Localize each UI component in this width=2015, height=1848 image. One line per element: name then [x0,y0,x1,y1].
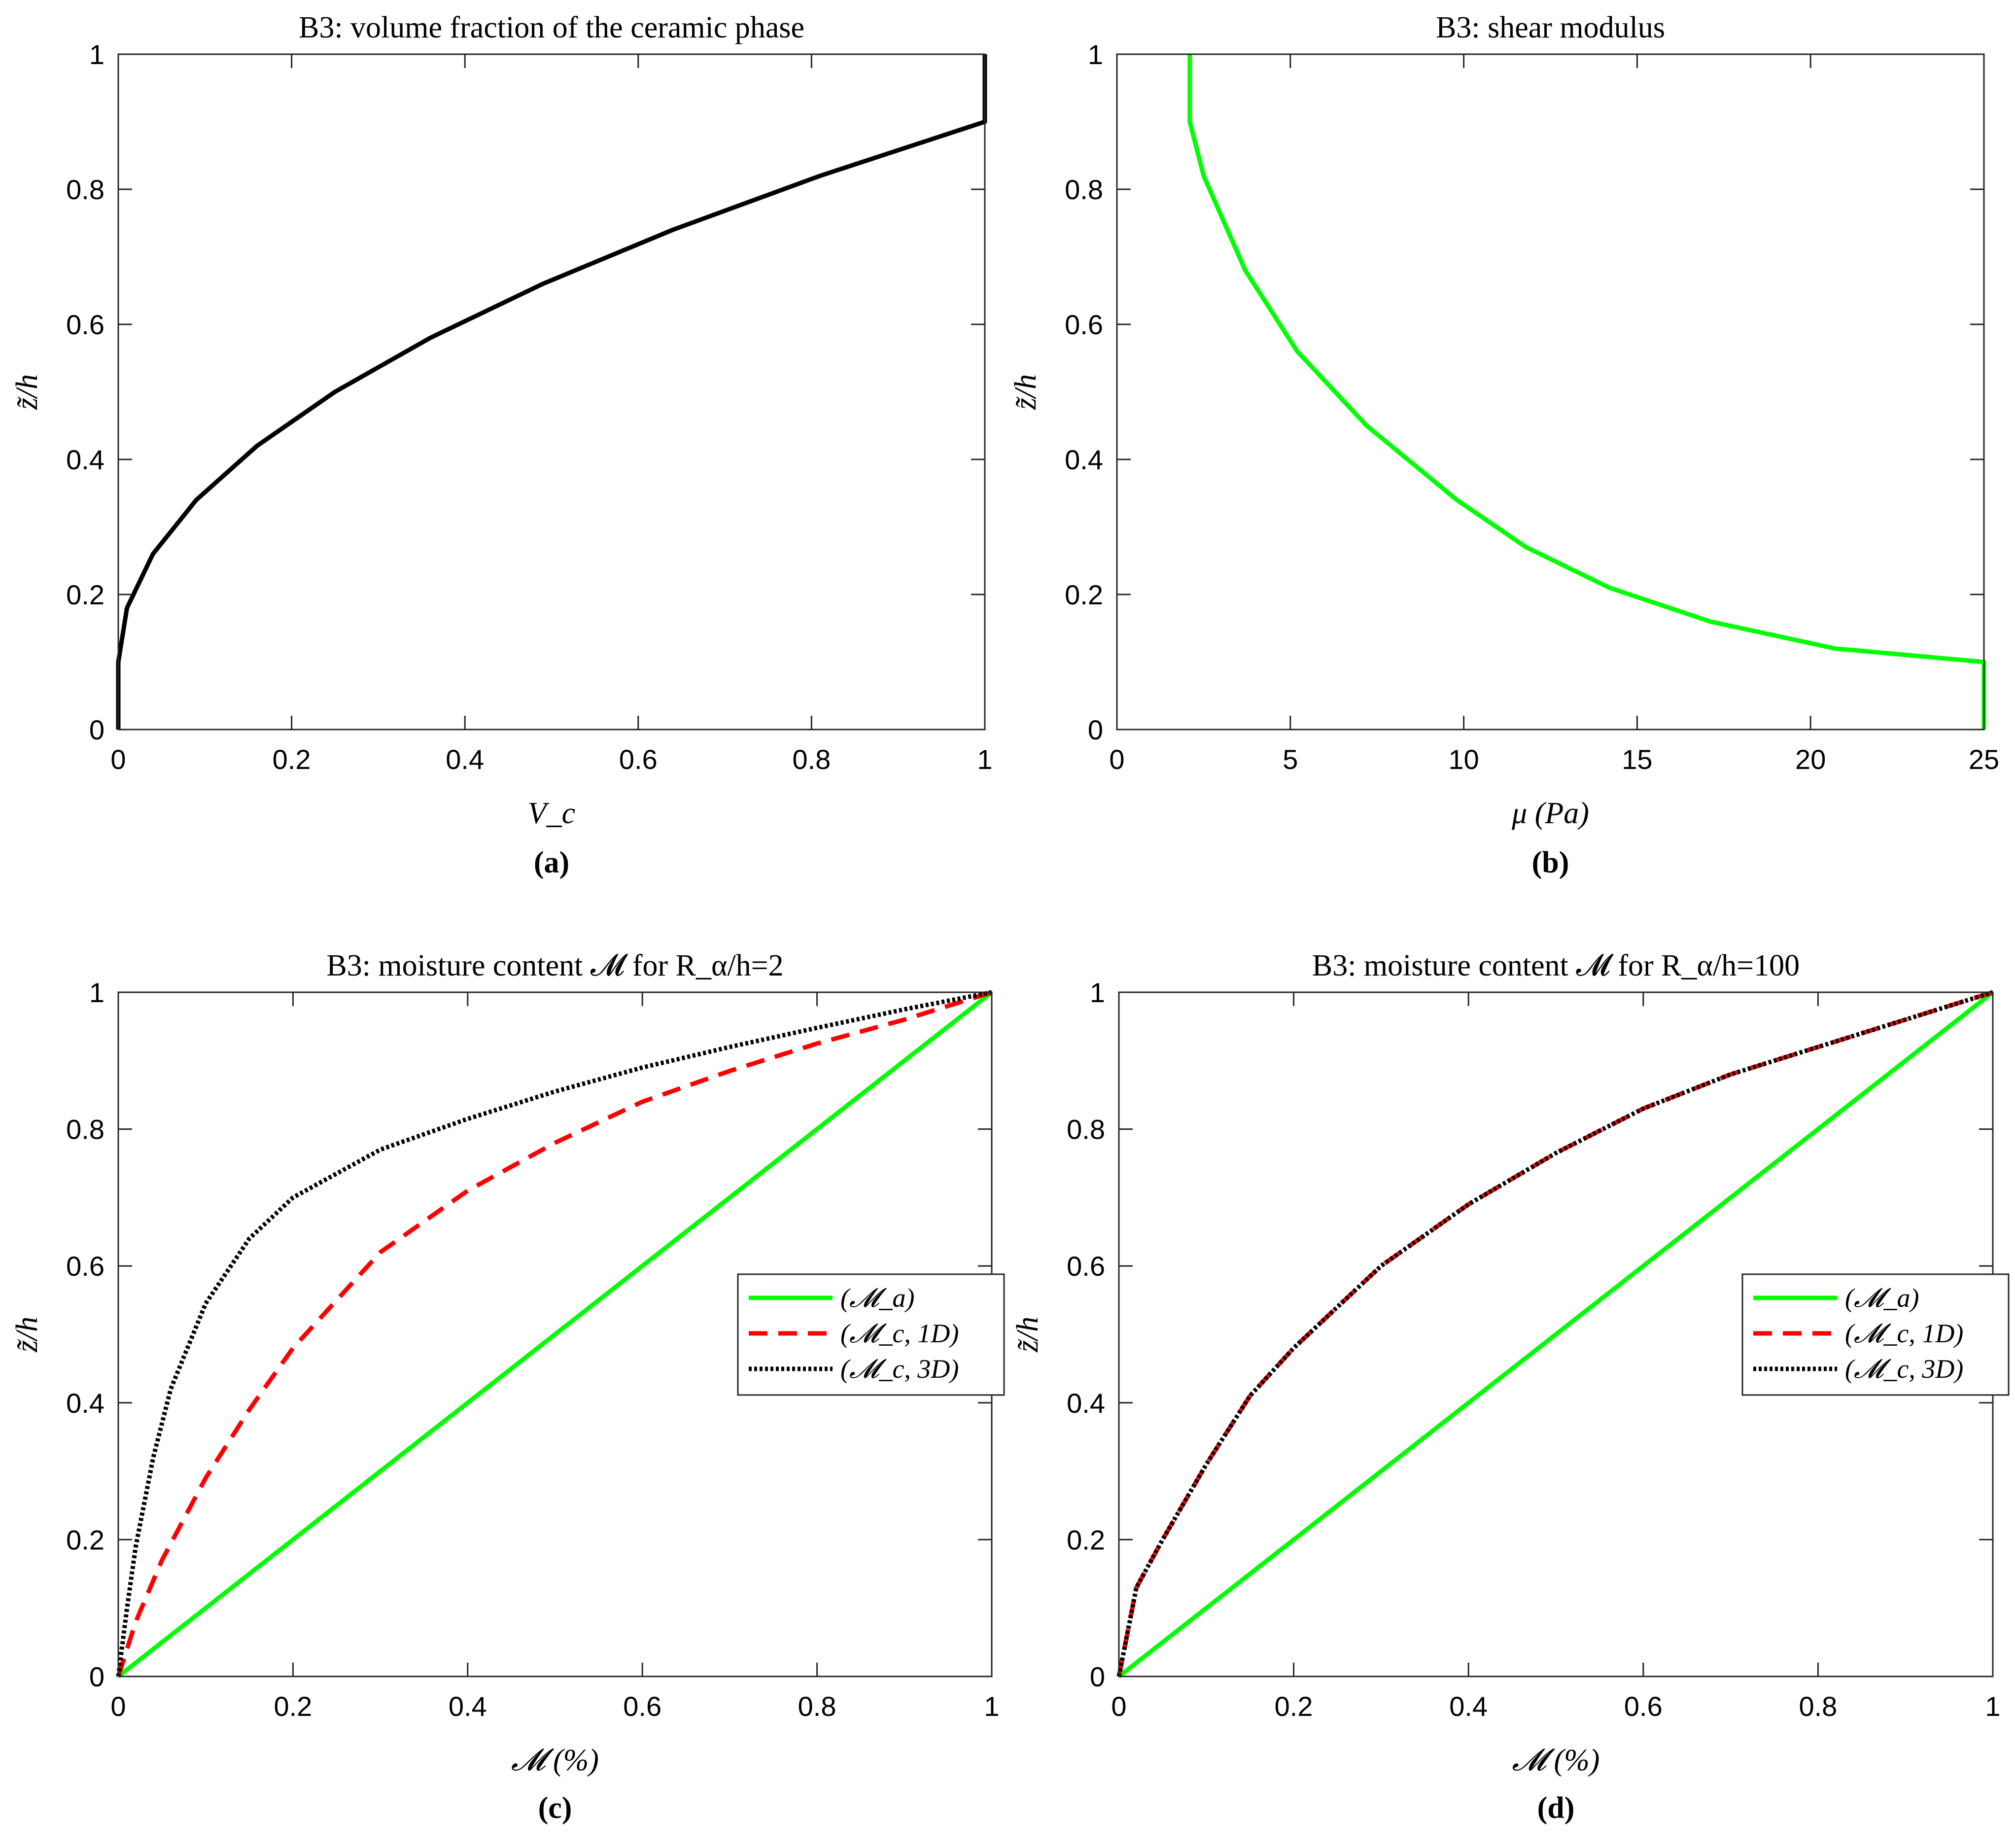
x-tick-label: 0.4 [446,744,484,775]
legend-label: (𝓜_c, 3D) [840,1354,959,1384]
chart-title: B3: moisture content 𝓜 for R_α/h=100 [1312,949,1800,982]
y-axis-label: z̃/h [10,1317,44,1353]
series-line-2 [116,990,992,1677]
chart-title: B3: volume fraction of the ceramic phase [299,11,804,44]
y-tick-label: 0.8 [1065,174,1103,205]
legend-label: (𝓜_c, 1D) [840,1319,959,1348]
y-tick-label: 1 [89,39,104,70]
legend: (𝓜_a) (𝓜_c, 1D) (𝓜_c, 3D) [737,1273,1005,1396]
x-tick-label: 0 [110,744,126,775]
y-tick-label: 0.6 [1065,309,1103,340]
y-tick-label: 0.8 [66,174,104,205]
y-tick-label: 0.6 [66,1251,104,1282]
y-tick-label: 0 [89,714,104,745]
chart-title: B3: shear modulus [1436,11,1665,44]
x-tick-label: 1 [984,1691,999,1722]
y-tick-label: 0 [1090,1661,1105,1692]
y-tick-label: 0.6 [1067,1251,1105,1282]
y-tick-label: 0.8 [1067,1114,1105,1145]
series-line-0 [116,54,987,730]
y-tick-label: 0.2 [66,579,104,610]
x-tick-label: 0 [1109,744,1124,775]
x-tick-label: 0.6 [1624,1691,1663,1722]
panel-caption: (d) [1537,1791,1575,1825]
panel-c: 0 0.2 0.4 0.6 0.8 1 0 0.2 0.4 0.6 0.8 1 B3: moisture… [10,949,1005,1825]
legend-label: (𝓜_a) [1845,1283,1919,1313]
x-tick-label: 20 [1795,744,1826,775]
axes-box [117,53,986,731]
x-tick-label: 5 [1283,744,1298,775]
y-tick-label: 0.2 [66,1524,104,1555]
y-tick-label: 0 [1088,714,1103,745]
series-line-0 [1117,990,1994,1678]
y-axis-label: z̃/h [1011,1317,1044,1353]
x-tick-label: 0 [110,1691,126,1722]
x-tick-label: 1 [1985,1691,2000,1722]
y-tick-label: 0.2 [1065,579,1103,610]
panel-d: 0 0.2 0.4 0.6 0.8 1 0 0.2 0.4 0.6 0.8 1 B3: moisture… [1011,949,2010,1825]
y-tick-label: 1 [1090,977,1105,1008]
chart-title: B3: moisture content 𝓜 for R_α/h=2 [326,949,783,982]
panel-caption: (c) [538,1791,572,1825]
panel-b: 0 5 10 15 20 25 0 0.2 0.4 0.6 0.8 1 B3: shear modulu… [1009,11,1999,879]
x-tick-label: 0.2 [1275,1691,1313,1722]
y-tick-label: 0.4 [66,444,104,475]
y-tick-label: 0.2 [1067,1524,1105,1555]
y-tick-label: 0.4 [66,1388,104,1419]
x-axis-label: 𝓜 (%) [511,1743,599,1777]
x-tick-label: 0.8 [792,744,831,775]
x-tick-label: 0.2 [273,744,311,775]
legend-label: (𝓜_a) [840,1283,914,1313]
legend: (𝓜_a) (𝓜_c, 1D) (𝓜_c, 3D) [1741,1273,2010,1396]
axes-box [1116,53,1985,731]
x-tick-label: 15 [1622,744,1652,775]
panel-a: 0 0.2 0.4 0.6 0.8 1 0 0.2 0.4 0.6 0.8 1 B3: volume f… [10,11,993,879]
x-tick-label: 25 [1969,744,1999,775]
y-tick-label: 0.4 [1067,1388,1105,1419]
y-tick-label: 0.8 [66,1114,104,1145]
panel-caption: (a) [534,846,569,879]
y-tick-label: 1 [1088,39,1103,70]
y-tick-label: 0 [89,1661,104,1692]
x-axis-label: V_c [528,797,575,830]
x-tick-label: 0.4 [1449,1691,1488,1722]
y-axis-label: z̃/h [1009,374,1042,410]
panel-caption: (b) [1532,846,1569,879]
series-line-0 [1187,54,1986,730]
x-axis-label: μ (Pa) [1511,797,1589,830]
series-line-2 [1116,990,1994,1677]
series-line-0 [117,990,993,1678]
x-tick-label: 0.6 [619,744,658,775]
x-tick-label: 0.8 [1799,1691,1837,1722]
y-tick-label: 1 [89,977,104,1008]
y-axis-label: z̃/h [10,374,44,410]
y-tick-label: 0.4 [1065,444,1103,475]
x-tick-label: 1 [977,744,992,775]
x-tick-label: 0.6 [623,1691,661,1722]
x-axis-label: 𝓜 (%) [1512,1743,1600,1777]
x-tick-label: 0 [1111,1691,1126,1722]
x-tick-label: 0.4 [449,1691,487,1722]
legend-label: (𝓜_c, 1D) [1845,1319,1963,1348]
x-tick-label: 0.2 [274,1691,312,1722]
x-tick-label: 0.8 [798,1691,836,1722]
legend-label: (𝓜_c, 3D) [1845,1354,1963,1384]
x-tick-label: 10 [1448,744,1479,775]
y-tick-label: 0.6 [66,309,104,340]
